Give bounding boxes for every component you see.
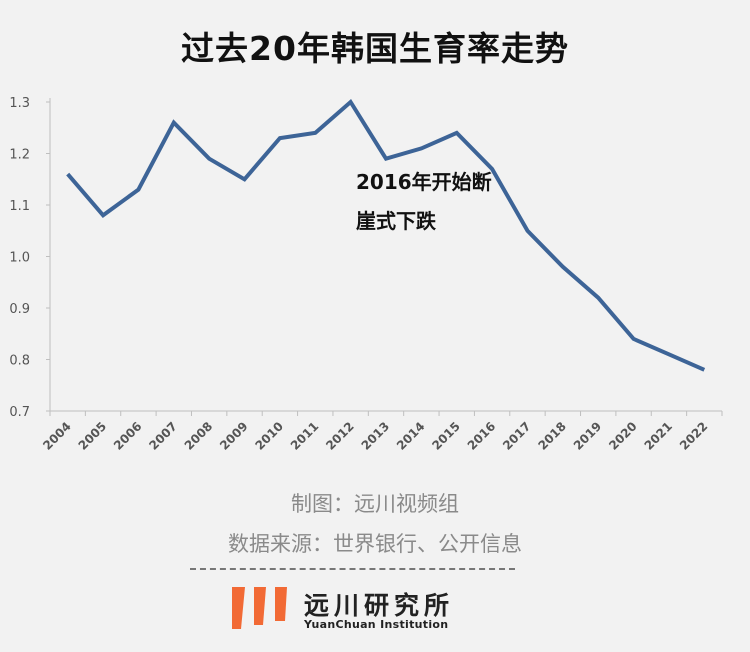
annotation-line-2: 崖式下跌 [356, 209, 436, 233]
x-tick-label: 2006 [111, 419, 145, 453]
x-tick-label: 2007 [146, 419, 180, 453]
data-source-credit: 数据来源：世界银行、公开信息 [228, 532, 522, 556]
y-tick-label: 1.3 [9, 96, 30, 111]
x-tick-label: 2022 [677, 419, 711, 453]
chart-title: 过去20年韩国生育率走势 [181, 29, 569, 68]
x-tick-label: 2010 [252, 419, 286, 453]
chart-axes [49, 98, 722, 412]
x-tick-label: 2021 [642, 419, 676, 453]
x-tick-label: 2012 [323, 419, 357, 453]
x-tick-label: 2015 [429, 419, 463, 453]
x-tick-label: 2004 [40, 419, 74, 453]
chart-maker-credit: 制图：远川视频组 [291, 492, 459, 516]
x-tick-label: 2018 [535, 419, 569, 453]
x-tick-label: 2005 [76, 419, 110, 453]
dashed-divider [190, 568, 515, 570]
chart-series [66, 98, 706, 372]
logo-chinese-name: 远川研究所 [304, 591, 455, 620]
logo-bars-icon [232, 587, 287, 629]
y-tick-label: 1.0 [9, 251, 30, 266]
annotation-line-1: 2016年开始断 [356, 170, 492, 194]
logo-bar-2 [254, 587, 266, 625]
x-tick-label: 2016 [465, 419, 499, 453]
fertility-line-chart: 0.70.80.91.01.11.21.3 2004 2005 2006 2007 20… [9, 96, 723, 453]
logo-english-name: YuanChuan Institution [304, 618, 449, 631]
y-axis-ticks: 0.7 0.8 0.9 1.0 1.1 1.2 1.3 [9, 96, 50, 420]
logo-bar-3 [275, 587, 287, 621]
logo-bar-1 [232, 587, 245, 629]
y-tick-label: 0.9 [9, 302, 30, 317]
y-tick-label: 0.8 [9, 354, 30, 369]
y-tick-label: 1.1 [9, 199, 30, 214]
x-tick-label: 2017 [500, 419, 534, 453]
institution-logo: 远川研究所 YuanChuan Institution [232, 585, 512, 635]
x-tick-label: 2020 [606, 419, 640, 453]
y-tick-label: 0.7 [9, 405, 30, 420]
x-axis-ticks: 2004 2005 2006 2007 2008 2009 2010 2011 2012 2013… [40, 411, 723, 453]
y-tick-label: 1.2 [9, 148, 30, 163]
x-tick-label: 2009 [217, 419, 251, 453]
x-tick-label: 2014 [394, 419, 428, 453]
x-tick-label: 2013 [359, 419, 393, 453]
x-tick-label: 2019 [571, 419, 605, 453]
x-tick-label: 2008 [182, 419, 216, 453]
fertility-rate-line [66, 98, 706, 372]
x-tick-label: 2011 [288, 419, 322, 453]
